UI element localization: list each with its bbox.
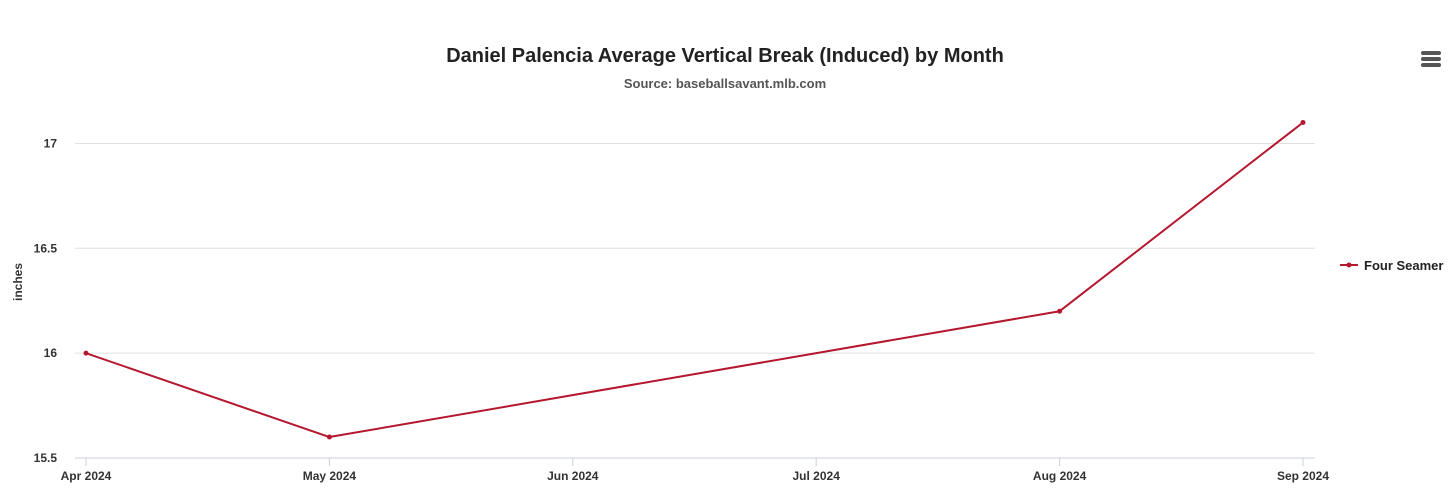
gridlines [75, 142, 1315, 354]
x-tick-label: Sep 2024 [1277, 469, 1329, 483]
hamburger-menu-icon[interactable] [1414, 44, 1444, 74]
x-tick-label: Jul 2024 [793, 469, 841, 483]
series [83, 119, 1306, 440]
chart-title: Daniel Palencia Average Vertical Break (… [446, 45, 1004, 67]
legend-marker-four-seamer [1346, 262, 1352, 268]
x-tick-label: Apr 2024 [61, 469, 112, 483]
y-tick-label: 16.5 [34, 241, 58, 255]
menu-bar-middle [1421, 57, 1441, 61]
x-axis: Apr 2024 May 2024 Jun 2024 Jul 2024 Aug 2024… [61, 457, 1329, 483]
y-tick-label: 15.5 [34, 451, 58, 465]
data-point[interactable] [1057, 308, 1063, 314]
y-tick-label: 16 [44, 346, 58, 360]
series-line-four-seamer [85, 121, 1304, 439]
legend-label-four-seamer[interactable]: Four Seamer [1364, 258, 1443, 273]
data-point[interactable] [1300, 119, 1306, 125]
menu-bar-top [1421, 51, 1441, 55]
y-tick-label: 17 [44, 136, 58, 150]
x-tick-label: Jun 2024 [547, 469, 599, 483]
data-point[interactable] [326, 434, 332, 440]
x-tick-label: Aug 2024 [1033, 469, 1087, 483]
data-point[interactable] [83, 350, 89, 356]
legend[interactable]: Four Seamer [1340, 258, 1443, 273]
x-tick-label: May 2024 [303, 469, 357, 483]
menu-bar-bottom [1421, 63, 1441, 67]
y-axis-label: inches [11, 263, 25, 301]
chart-subtitle: Source: baseballsavant.mlb.com [624, 76, 826, 91]
y-axis-ticks: 15.5 16 16.5 17 [34, 136, 58, 465]
